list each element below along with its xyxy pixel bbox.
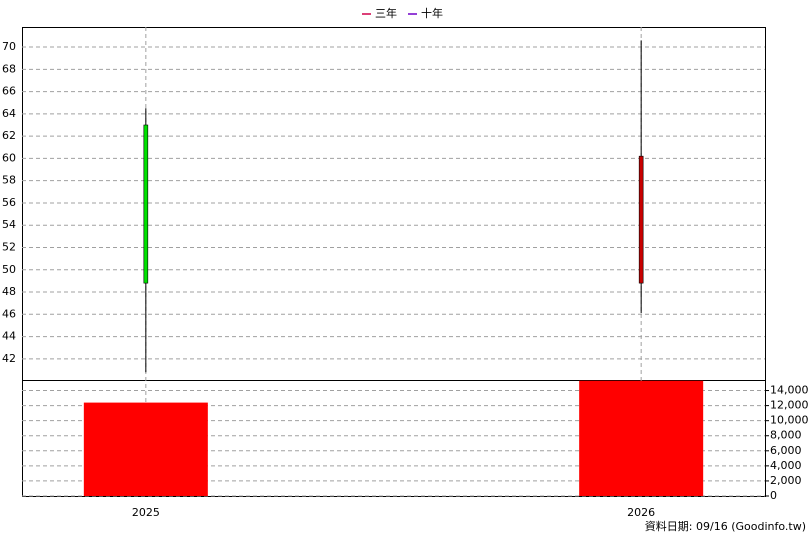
- y2-tick-label: 14,000: [770, 384, 808, 397]
- y-tick-label: 58: [2, 174, 16, 187]
- legend-label: 三年: [375, 6, 397, 20]
- y-tick-label: 56: [2, 196, 16, 209]
- y-tick-label: 60: [2, 151, 16, 164]
- y-tick-label: 52: [2, 240, 16, 253]
- y-tick-label: 46: [2, 307, 16, 320]
- candle-body: [143, 124, 149, 284]
- y2-tick-label: 2,000: [770, 474, 802, 487]
- price-frame: [22, 27, 766, 381]
- x-tick-label: 2025: [132, 506, 160, 519]
- y-tick-label: 54: [2, 218, 16, 231]
- x-tick-label: 2026: [627, 506, 655, 519]
- y-tick-label: 44: [2, 330, 16, 343]
- candle-body: [638, 155, 644, 284]
- y2-tick-label: 12,000: [770, 399, 808, 412]
- y-tick-label: 48: [2, 285, 16, 298]
- y-tick-label: 64: [2, 107, 16, 120]
- y-tick-label: 68: [2, 62, 16, 75]
- y2-tick-label: 0: [770, 489, 777, 502]
- y-tick-label: 62: [2, 129, 16, 142]
- volume-bar: [83, 402, 208, 496]
- y-tick-label: 70: [2, 40, 16, 53]
- y2-tick-label: 4,000: [770, 459, 802, 472]
- y-tick-label: 66: [2, 85, 16, 98]
- y-tick-label: 42: [2, 352, 16, 365]
- y2-tick-label: 6,000: [770, 444, 802, 457]
- y2-tick-label: 8,000: [770, 429, 802, 442]
- volume-bar: [579, 380, 704, 496]
- y2-tick-label: 10,000: [770, 414, 808, 427]
- legend-label: 十年: [421, 6, 443, 20]
- footer: 資料日期: 09/16 (Goodinfo.tw): [645, 519, 806, 533]
- y-tick-label: 50: [2, 263, 16, 276]
